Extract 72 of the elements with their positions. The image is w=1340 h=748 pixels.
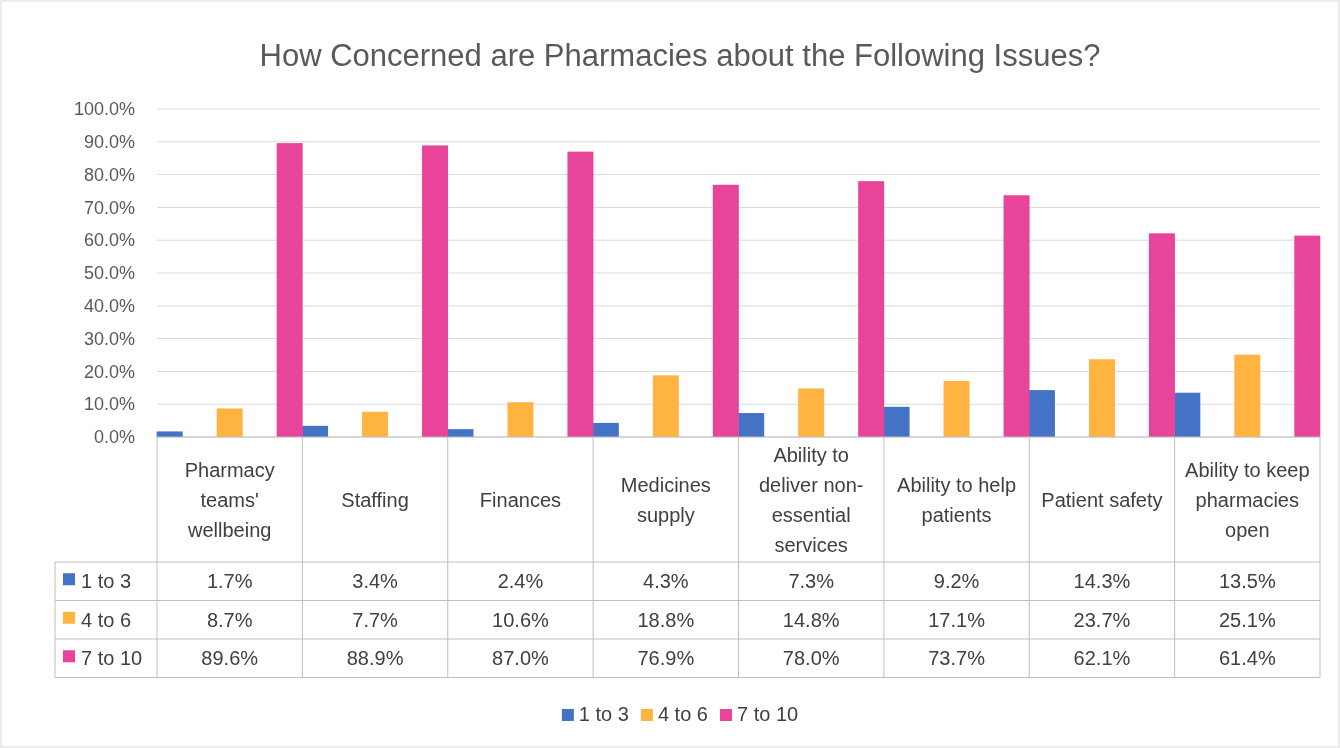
x-tick-label: Ability to help patients — [897, 473, 1017, 526]
text: 7 to 10 — [736, 703, 799, 725]
x-tick-label: Ability to keep pharmacies open — [1185, 458, 1310, 541]
data-label: 88.9% — [346, 647, 404, 670]
data-label: 10.6% — [492, 608, 549, 631]
data-label: 17.1% — [928, 608, 986, 631]
data-label: 7.3% — [788, 570, 835, 593]
y-tick-label: 10.0% — [83, 394, 135, 415]
x-tick-label: Staffing — [341, 488, 409, 511]
data-label: 2.4% — [497, 570, 544, 593]
bar — [1088, 359, 1115, 437]
y-tick-label: 80.0% — [83, 164, 135, 185]
bar — [738, 413, 765, 437]
data-label: 13.5% — [1218, 570, 1276, 593]
bar — [883, 406, 910, 437]
data-label: 89.6% — [201, 647, 259, 670]
bar — [1294, 235, 1321, 437]
bar — [1234, 354, 1261, 437]
y-tick-label: 20.0% — [83, 361, 135, 382]
data-label: 4.3% — [643, 570, 689, 593]
y-tick-label: 30.0% — [83, 328, 135, 349]
data-label: 78.0% — [782, 647, 840, 670]
data-label: 1.7% — [206, 570, 253, 593]
x-tick-label: Pharmacy teams' wellbeing — [184, 458, 275, 541]
data-label: 87.0% — [492, 647, 549, 670]
x-tick-label: Finances — [479, 488, 562, 511]
bar — [1148, 233, 1175, 437]
data-label: 14.3% — [1073, 570, 1131, 593]
bar — [712, 184, 739, 437]
bar — [1003, 195, 1030, 437]
data-label: 62.1% — [1073, 647, 1131, 670]
bar — [422, 145, 449, 437]
bar — [652, 375, 679, 437]
bar — [216, 408, 243, 437]
data-label: 14.8% — [782, 608, 840, 631]
data-label: 61.4% — [1218, 647, 1276, 670]
bar — [1028, 390, 1055, 437]
y-tick-label: 70.0% — [83, 197, 135, 218]
text: 4 to 6 — [657, 703, 708, 725]
data-label: 73.7% — [928, 647, 986, 670]
bar — [362, 411, 389, 437]
data-label: 23.7% — [1073, 608, 1131, 631]
bar — [592, 422, 619, 437]
x-tick-label: Patient safety — [1041, 488, 1163, 511]
bar — [1174, 392, 1201, 437]
bar — [567, 151, 594, 437]
y-tick-label: 0.0% — [93, 427, 135, 448]
data-label: 7.7% — [352, 608, 399, 631]
y-tick-label: 90.0% — [83, 132, 135, 153]
y-tick-label: 100.0% — [73, 99, 135, 120]
y-tick-label: 60.0% — [83, 230, 135, 251]
bar — [943, 380, 970, 437]
data-label: 9.2% — [933, 570, 980, 593]
chart-title: How Concerned are Pharmacies about the Following Issues? — [259, 38, 1101, 73]
x-tick-label: Ability to deliver non-essential services — [758, 443, 864, 556]
bar — [156, 431, 183, 437]
text: 1 to 3 — [578, 703, 629, 725]
data-label: 18.8% — [637, 608, 695, 631]
bar — [858, 181, 885, 437]
legend-label: 1 to 3 — [81, 570, 132, 593]
y-tick-label: 50.0% — [83, 263, 135, 284]
legend-label: 7 to 10 — [81, 647, 143, 670]
bar — [798, 388, 825, 437]
y-tick-label: 40.0% — [83, 296, 135, 317]
data-label: 3.4% — [352, 570, 399, 593]
legend-label: 4 to 6 — [81, 608, 132, 631]
data-label: 25.1% — [1218, 608, 1276, 631]
data-label: 8.7% — [206, 608, 253, 631]
bar — [507, 402, 534, 437]
bar — [276, 143, 303, 437]
data-label: 76.9% — [637, 647, 695, 670]
x-tick-label: Medicines supply — [620, 473, 711, 526]
